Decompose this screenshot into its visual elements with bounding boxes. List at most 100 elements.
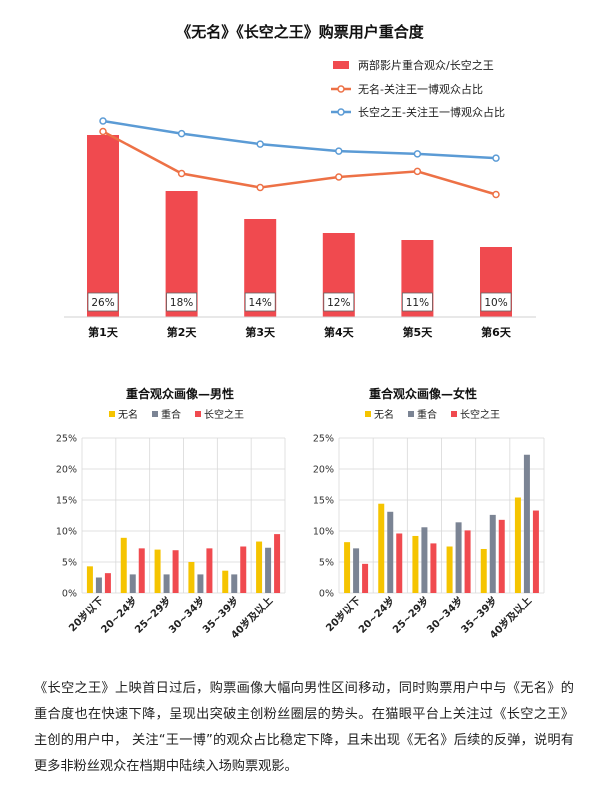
female-legend-label-1: 无名 <box>374 408 394 421</box>
female-bar-5-3 <box>498 519 505 593</box>
male-bar-2-3 <box>138 548 145 593</box>
male-legend-label-2: 重合 <box>161 408 181 421</box>
male-legend-label-3: 长空之王 <box>204 408 244 421</box>
female-bars <box>344 454 539 593</box>
female-bar-1-2 <box>353 548 360 593</box>
male-bar-3-1 <box>154 549 161 593</box>
female-bar-4-3 <box>464 530 471 593</box>
bar-label-box-3 <box>244 292 276 312</box>
series-2-point-6 <box>492 154 500 162</box>
male-bar-1-1 <box>86 566 93 593</box>
overlap-trend-chart: 《无名》《长空之王》购票用户重合度 两部影片重合观众/长空之王 无名-关注王一博… <box>64 23 536 339</box>
chart-title: 《无名》《长空之王》购票用户重合度 <box>176 23 425 41</box>
series-2-point-2 <box>177 129 186 138</box>
male-legend-swatch-2 <box>152 411 158 417</box>
female-grid: 0% 5% 10% 15% 20% 25% <box>313 434 545 600</box>
bar-label-box-5 <box>401 292 433 312</box>
legend-item-bar: 两部影片重合观众/长空之王 <box>333 58 494 72</box>
female-portrait-chart: 重合观众画像—女性 无名 重合 长空之王 0% 5% 10% 15% 20% 25% 20岁以… <box>313 386 545 641</box>
male-bar-5-3 <box>240 546 247 593</box>
legend-item-line-1: 无名-关注王一博观众占比 <box>331 82 483 96</box>
x-tick-label-6: 第6天 <box>481 325 512 339</box>
male-legend: 无名 重合 长空之王 <box>109 408 244 421</box>
bar-label-5: 11% <box>406 297 429 309</box>
female-bar-4-1 <box>446 546 453 593</box>
male-y-tick-4: 20% <box>56 465 77 476</box>
series-line-1 <box>102 130 497 196</box>
female-bar-6-3 <box>532 510 539 593</box>
female-bar-2-1 <box>378 503 385 593</box>
male-bar-6-1 <box>256 541 263 593</box>
x-tick-label-1: 第1天 <box>88 325 119 339</box>
female-bar-6-2 <box>523 454 530 593</box>
x-tick-label-2: 第2天 <box>167 325 198 339</box>
legend-label-line-2: 长空之王-关注王一博观众占比 <box>358 105 505 119</box>
female-bar-4-2 <box>455 522 462 593</box>
series-2-point-4 <box>335 147 343 155</box>
female-legend-label-2: 重合 <box>417 408 437 421</box>
male-legend-swatch-3 <box>195 411 201 417</box>
female-chart-title: 重合观众画像—女性 <box>369 386 477 401</box>
male-y-tick-3: 15% <box>56 496 77 507</box>
male-grid: 0% 5% 10% 15% 20% 25% <box>56 434 286 600</box>
legend-label-line-1: 无名-关注王一博观众占比 <box>358 82 483 96</box>
female-legend: 无名 重合 长空之王 <box>365 408 500 421</box>
male-legend-swatch-1 <box>109 411 115 417</box>
series-1-point-5 <box>413 167 422 176</box>
female-y-tick-4: 20% <box>313 465 334 476</box>
x-tick-label-3: 第3天 <box>245 325 276 339</box>
male-y-tick-1: 5% <box>62 558 77 569</box>
legend-swatch-bar <box>333 61 349 69</box>
series-1-point-1 <box>99 127 107 136</box>
series-2-point-5 <box>413 150 422 158</box>
legend-marker-line-1 <box>337 85 345 93</box>
series-1-point-2 <box>177 169 186 178</box>
male-bar-2-2 <box>129 574 136 593</box>
series-1-point-3 <box>256 183 264 192</box>
female-y-tick-5: 25% <box>313 434 334 445</box>
female-bar-5-1 <box>480 548 487 593</box>
female-bar-5-2 <box>489 514 496 593</box>
bar-label-3: 14% <box>249 297 272 309</box>
male-bar-5-2 <box>231 574 238 593</box>
female-bar-1-3 <box>362 563 369 593</box>
female-y-tick-1: 5% <box>319 558 334 569</box>
female-legend-swatch-2 <box>408 411 414 417</box>
female-x-tick-3: 25~29岁 <box>390 594 432 636</box>
male-bars <box>86 534 281 593</box>
bar-label-box-4 <box>323 292 355 312</box>
bar-label-6: 10% <box>484 297 507 309</box>
female-x-tick-2: 20~24岁 <box>355 594 397 636</box>
female-bar-2-3 <box>396 533 403 593</box>
legend-item-line-2: 长空之王-关注王一博观众占比 <box>331 105 505 119</box>
female-bar-3-3 <box>430 543 437 593</box>
male-bar-4-1 <box>188 562 195 593</box>
female-legend-swatch-1 <box>365 411 371 417</box>
male-bar-3-3 <box>172 550 179 593</box>
female-bar-3-1 <box>412 535 419 593</box>
female-legend-swatch-3 <box>451 411 457 417</box>
male-bar-1-2 <box>95 577 102 593</box>
male-bar-4-2 <box>197 574 204 593</box>
female-x-tick-4: 30~34岁 <box>424 594 466 636</box>
series-2-point-3 <box>256 140 264 148</box>
series-1-point-4 <box>335 173 343 181</box>
series-line-2 <box>102 119 497 160</box>
bar-label-4: 12% <box>327 297 350 309</box>
female-bar-3-2 <box>421 527 428 593</box>
female-y-tick-3: 15% <box>313 496 334 507</box>
female-bar-6-1 <box>514 497 521 593</box>
series-2-point-1 <box>99 117 107 125</box>
bar-label-2: 18% <box>170 297 193 309</box>
bar-label-box-2 <box>166 292 198 312</box>
series-1-point-6 <box>492 190 500 199</box>
bar-group: 26% 18% 14% 12% 11% 10% <box>87 135 512 317</box>
female-y-tick-0: 0% <box>319 589 334 600</box>
female-legend-label-3: 长空之王 <box>460 408 500 421</box>
female-y-tick-2: 10% <box>313 527 334 538</box>
male-y-tick-5: 25% <box>56 434 77 445</box>
female-bar-1-1 <box>344 542 351 593</box>
